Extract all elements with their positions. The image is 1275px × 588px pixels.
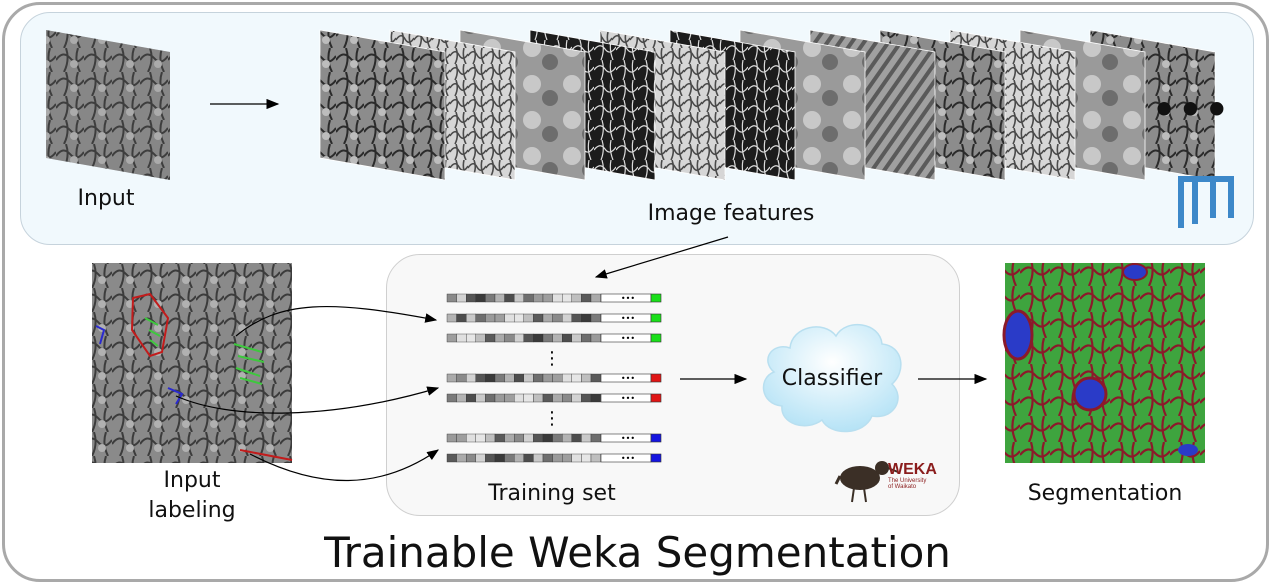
weka-logo-name: WEKA <box>888 461 937 478</box>
svg-text:•••: ••• <box>621 374 635 383</box>
class-label-cell <box>650 453 662 463</box>
fiji-logo <box>1178 176 1234 228</box>
input-image <box>46 30 170 180</box>
class-label-cell <box>650 393 662 403</box>
classifier-label: Classifier <box>781 366 883 391</box>
label-red-arrow <box>249 449 439 482</box>
svg-text:•••: ••• <box>621 394 635 403</box>
class-label-cell <box>650 313 662 323</box>
weka-logo-sub2: of Waikato <box>888 484 917 490</box>
training-row: ••• <box>446 433 662 443</box>
input-labeling-line1: Input <box>163 468 221 493</box>
weka-bird-icon <box>834 461 899 503</box>
feature-stack <box>319 29 1216 181</box>
classifier-cloud <box>762 323 902 433</box>
svg-text:•••: ••• <box>621 314 635 323</box>
training-row: ••• <box>446 373 662 383</box>
class-label-cell <box>650 333 662 343</box>
class-label-cell <box>650 433 662 443</box>
training-rows: ••• ••• ••• ••• ••• ••• ••• <box>446 293 662 463</box>
class-label-cell <box>650 373 662 383</box>
training-row: ••• <box>446 393 662 403</box>
weka-logo-sub1: The University <box>888 478 927 484</box>
svg-text:•••: ••• <box>621 454 635 463</box>
svg-text:•••: ••• <box>621 434 635 443</box>
training-row: ••• <box>446 333 662 343</box>
vertical-ellipsis-1: ⋮ <box>543 348 561 369</box>
input-labeling-label: Input labeling <box>120 466 264 526</box>
label-blue-arrow <box>175 386 440 414</box>
features-to-training-arrow <box>594 236 729 279</box>
more-features-ellipsis: ••• <box>1152 88 1231 132</box>
training-row: ••• <box>446 453 662 463</box>
diagram-title: Trainable Weka Segmentation <box>324 528 951 577</box>
input-labeling-image <box>92 263 293 463</box>
svg-text:•••: ••• <box>621 294 635 303</box>
vertical-ellipsis-2: ⋮ <box>543 408 561 429</box>
training-set-label: Training set <box>488 481 616 506</box>
segmentation-image <box>1002 263 1205 463</box>
image-features-label: Image features <box>647 201 815 226</box>
input-label: Input <box>77 186 135 211</box>
input-labeling-line2: labeling <box>148 498 236 523</box>
svg-text:•••: ••• <box>621 334 635 343</box>
label-green-arrow <box>235 306 438 337</box>
segmentation-label: Segmentation <box>1027 481 1183 506</box>
feature-image <box>319 29 446 181</box>
training-row: ••• <box>446 293 662 303</box>
training-row: ••• <box>446 313 662 323</box>
weka-logo: WEKA The University of Waikato <box>888 461 948 491</box>
class-label-cell <box>650 293 662 303</box>
